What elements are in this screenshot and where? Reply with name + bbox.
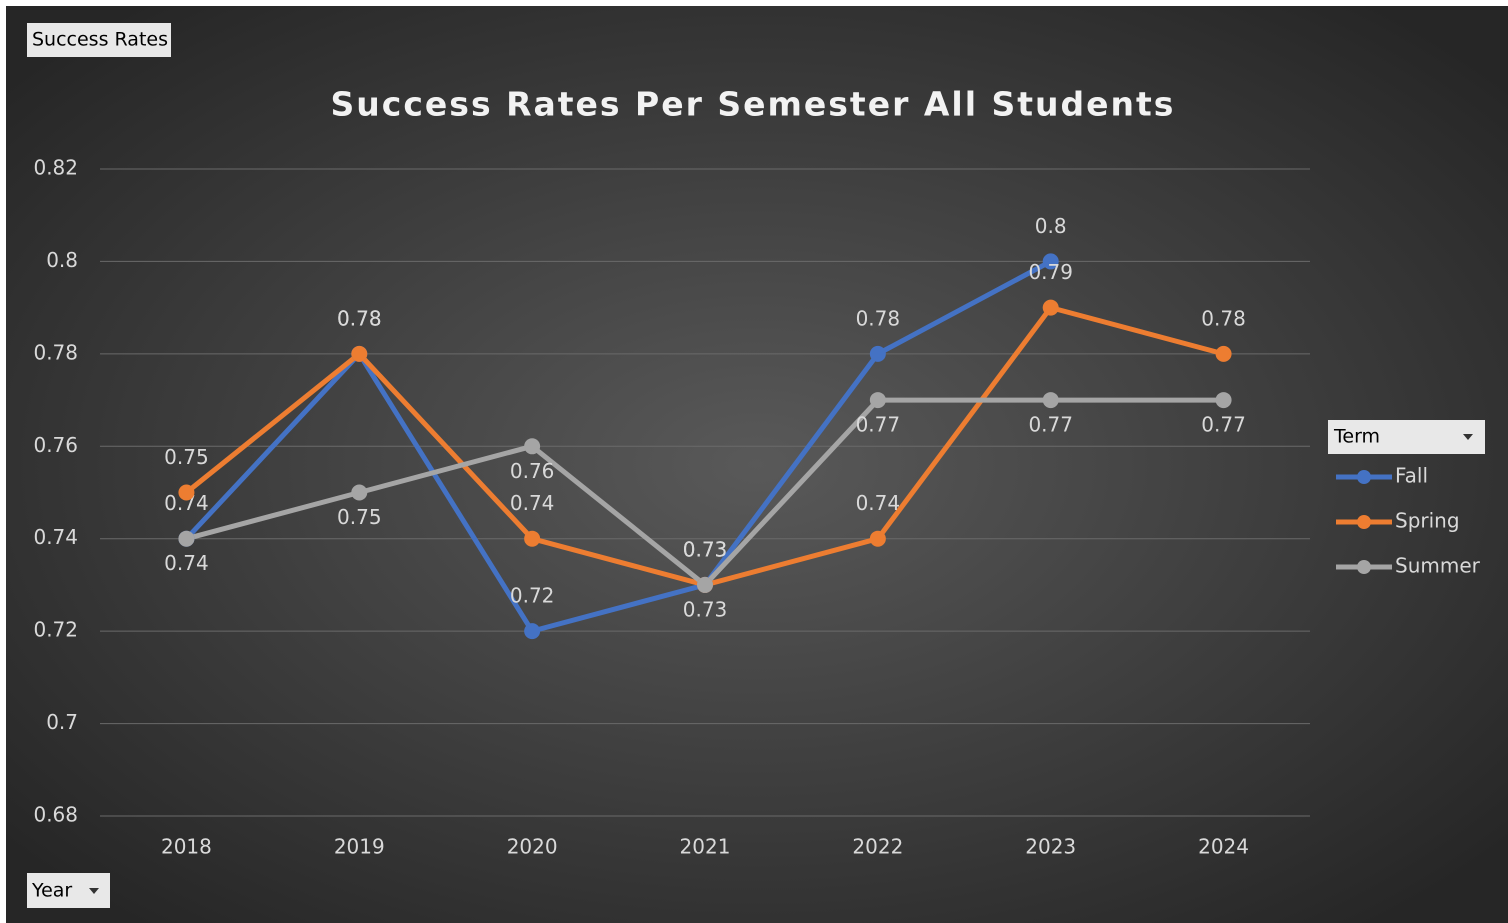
data-label: 0.77 bbox=[856, 413, 901, 437]
legend-marker bbox=[1357, 470, 1371, 484]
data-label: 0.74 bbox=[510, 491, 555, 515]
y-tick-label: 0.82 bbox=[33, 156, 78, 180]
data-label: 0.73 bbox=[683, 537, 728, 561]
marker bbox=[524, 530, 541, 547]
y-tick-label: 0.7 bbox=[46, 710, 78, 734]
data-label: 0.77 bbox=[1028, 413, 1073, 437]
data-label: 0.72 bbox=[510, 584, 555, 608]
marker bbox=[524, 623, 541, 640]
data-label: 0.78 bbox=[337, 306, 382, 330]
x-tick-label: 2018 bbox=[161, 835, 212, 859]
button-label: Year bbox=[31, 880, 72, 902]
marker bbox=[351, 345, 368, 362]
legend-label: Fall bbox=[1395, 464, 1428, 488]
marker bbox=[1215, 392, 1232, 409]
x-tick-label: 2020 bbox=[507, 835, 558, 859]
values-button[interactable]: Success Rates bbox=[27, 23, 171, 57]
y-tick-label: 0.76 bbox=[33, 433, 78, 457]
y-tick-label: 0.74 bbox=[33, 525, 78, 549]
data-label: 0.75 bbox=[337, 505, 382, 529]
data-label: 0.74 bbox=[164, 551, 209, 575]
data-label: 0.73 bbox=[683, 537, 728, 561]
legend-label: Spring bbox=[1395, 509, 1460, 533]
button-bg bbox=[1328, 420, 1485, 454]
data-label: 0.74 bbox=[856, 491, 901, 515]
data-label: 0.76 bbox=[510, 459, 555, 483]
marker bbox=[1042, 253, 1059, 270]
series-line bbox=[184, 259, 1052, 634]
marker bbox=[1215, 345, 1232, 362]
button-label: Success Rates bbox=[32, 29, 168, 51]
y-tick-label: 0.8 bbox=[46, 248, 78, 272]
data-label: 0.8 bbox=[1035, 214, 1067, 238]
x-tick-label: 2021 bbox=[680, 835, 731, 859]
x-tick-label: 2019 bbox=[334, 835, 385, 859]
y-tick-label: 0.78 bbox=[33, 340, 78, 364]
data-label: 0.78 bbox=[1201, 306, 1246, 330]
legend-button[interactable]: Term bbox=[1328, 420, 1485, 454]
button-label: Term bbox=[1333, 426, 1380, 448]
marker bbox=[697, 576, 713, 593]
chart-background bbox=[6, 6, 1508, 923]
x-tick-label: 2023 bbox=[1025, 835, 1076, 859]
marker bbox=[178, 484, 195, 501]
marker bbox=[869, 530, 886, 547]
marker bbox=[1042, 299, 1059, 316]
data-label: 0.75 bbox=[164, 445, 209, 469]
button-bg bbox=[27, 23, 171, 57]
marker bbox=[869, 345, 886, 362]
y-tick-label: 0.72 bbox=[33, 618, 78, 642]
marker bbox=[1042, 392, 1059, 409]
y-tick-label: 0.68 bbox=[33, 803, 78, 827]
legend-label: Summer bbox=[1395, 554, 1481, 578]
marker bbox=[869, 392, 886, 409]
axis-button[interactable]: Year bbox=[27, 873, 110, 908]
data-label: 0.77 bbox=[1201, 413, 1246, 437]
legend-marker bbox=[1357, 515, 1371, 529]
chart-title: Success Rates Per Semester All Students bbox=[331, 85, 1176, 124]
data-label: 0.78 bbox=[856, 306, 901, 330]
data-label: 0.73 bbox=[683, 597, 728, 621]
dropdown-arrow bbox=[89, 888, 99, 894]
data-label: 0.78 bbox=[337, 306, 382, 330]
marker bbox=[178, 530, 195, 547]
marker bbox=[351, 484, 368, 501]
dropdown-arrow bbox=[1463, 434, 1473, 440]
x-tick-label: 2022 bbox=[852, 835, 903, 859]
marker bbox=[524, 438, 541, 455]
data-label: 0.79 bbox=[1028, 260, 1073, 284]
x-tick-label: 2024 bbox=[1198, 835, 1249, 859]
legend-marker bbox=[1357, 560, 1371, 574]
